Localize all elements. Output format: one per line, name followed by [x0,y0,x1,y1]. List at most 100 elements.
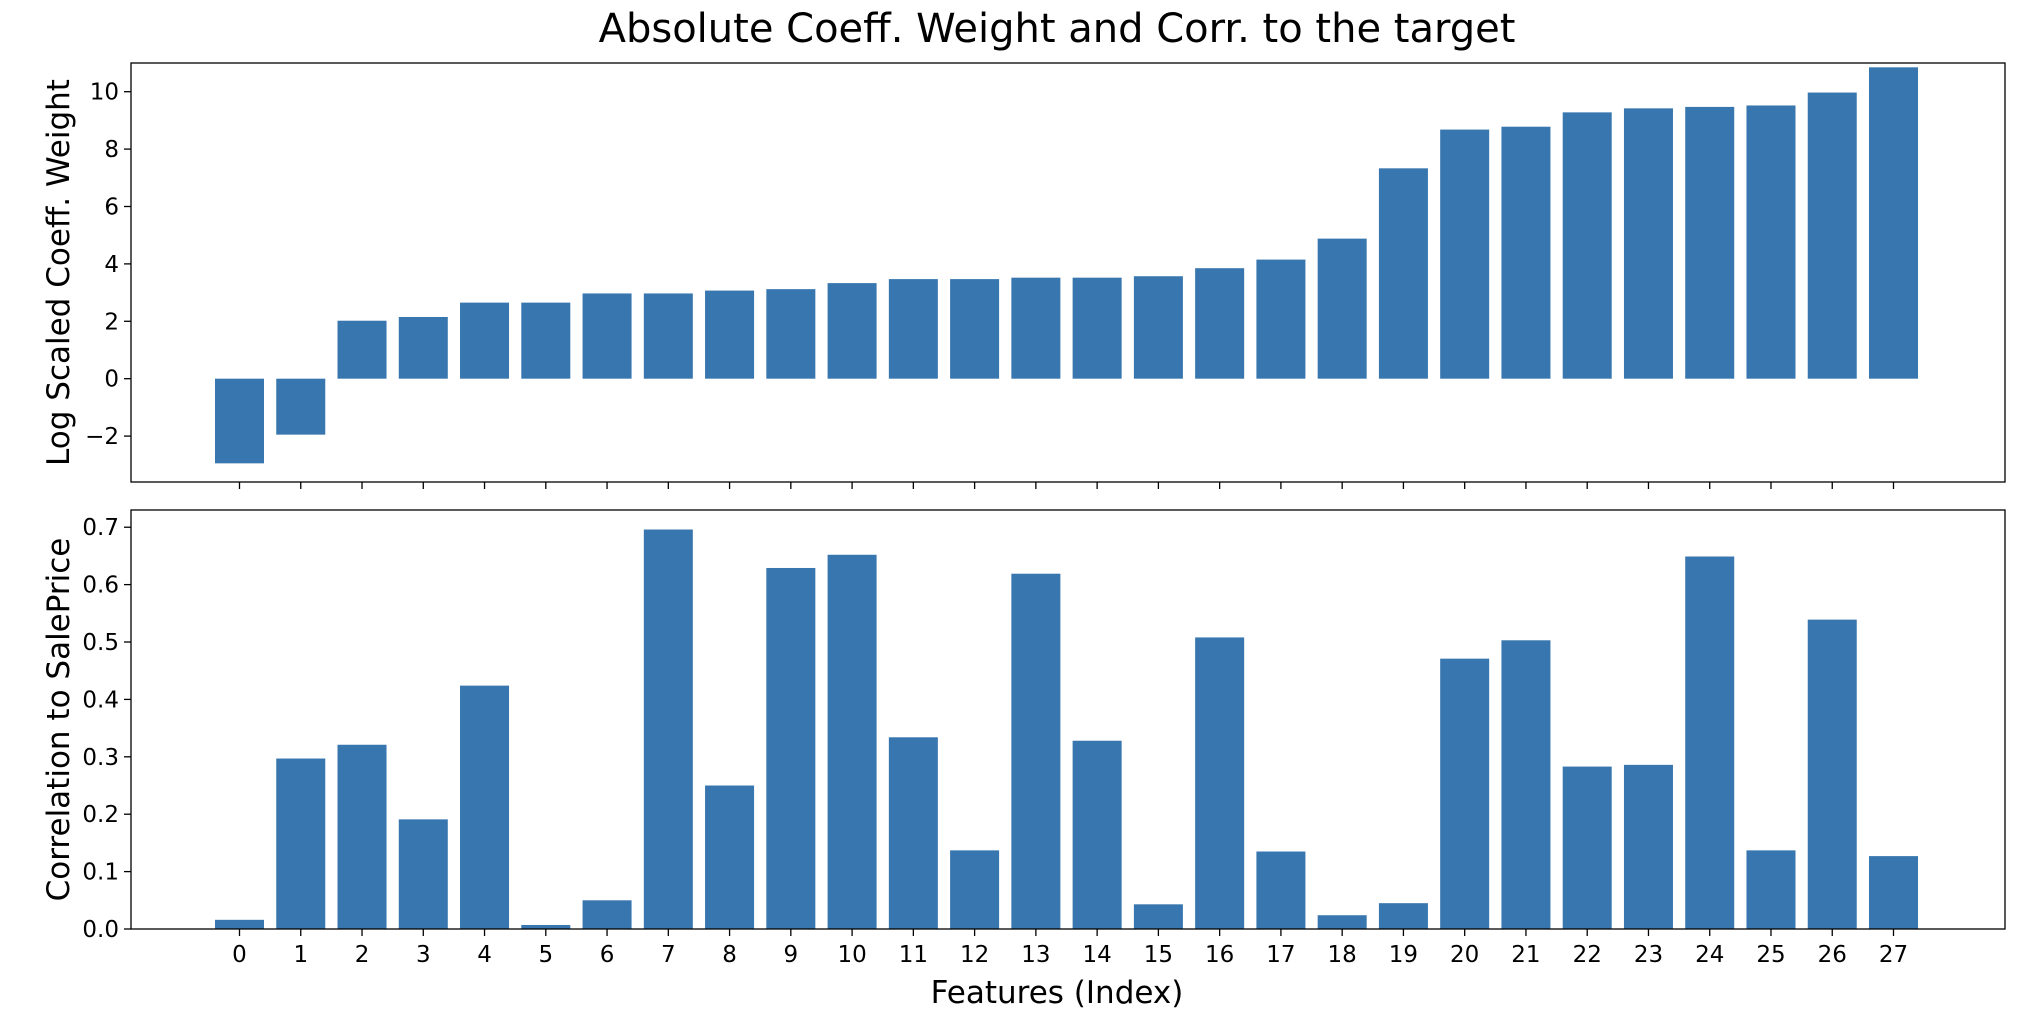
y-tick-label: 0.2 [82,802,119,828]
bar-10 [827,554,877,929]
coeff-weight-panel: −2 0 2 4 6 8 10 Log Scaled Coeff. Weight [41,62,2006,489]
bar-1 [276,378,326,435]
bar-3 [398,316,448,379]
y-tick-label: 0.1 [82,860,119,886]
x-tick-label: 1 [293,942,308,968]
y-tick-label: −2 [85,424,119,450]
bar-0 [214,919,265,929]
x-tick-label: 16 [1205,942,1234,968]
bar-22 [1562,112,1612,379]
bar-18 [1317,915,1367,929]
chart-title: Absolute Coeff. Weight and Corr. to the … [599,6,1516,52]
bar-6 [582,900,632,929]
x-tick-label: 3 [416,942,431,968]
y-tick-label: 0 [104,367,119,393]
bar-27 [1868,856,1919,929]
x-tick-label: 0 [232,942,247,968]
bar-19 [1378,903,1428,929]
bar-23 [1623,108,1673,379]
bar-9 [766,289,816,379]
x-tick-label: 5 [538,942,553,968]
bar-3 [398,819,448,929]
bar-14 [1072,277,1122,379]
bar-2 [337,744,387,929]
bar-12 [950,279,1000,379]
bar-8 [705,290,755,379]
y-tick-label: 2 [104,309,119,335]
x-tick-label: 27 [1879,942,1908,968]
x-tick-label: 11 [899,942,928,968]
bar-24 [1685,556,1735,929]
bar-21 [1501,126,1551,379]
bar-7 [643,293,693,379]
bar-0 [214,378,265,464]
bar-26 [1807,619,1857,929]
x-tick-label: 18 [1328,942,1357,968]
bar-9 [766,567,816,929]
bar-11 [888,279,938,379]
x-tick-label: 22 [1573,942,1602,968]
y-tick-label: 10 [90,80,119,106]
x-tick-label: 15 [1144,942,1173,968]
bar-13 [1011,573,1061,929]
bar-24 [1685,106,1735,379]
y-tick-label: 6 [104,194,119,220]
x-tick-label: 13 [1021,942,1050,968]
y-tick-label: 0.6 [82,573,119,599]
bar-15 [1133,904,1183,929]
x-tick-label: 6 [600,942,615,968]
x-tick-label: 14 [1082,942,1111,968]
bar-7 [643,529,693,929]
bar-17 [1256,851,1306,929]
x-tick-label: 9 [784,942,799,968]
y-tick-label: 0.7 [82,515,119,541]
x-tick-label: 7 [661,942,676,968]
x-tick-label: 17 [1266,942,1295,968]
y-tick-label: 0.3 [82,745,119,771]
bar-25 [1746,105,1796,379]
x-tick-label: 2 [355,942,370,968]
bar-19 [1378,168,1428,379]
bar-15 [1133,276,1183,379]
bar-23 [1623,764,1673,929]
x-axis-label: Features (Index) [931,975,1184,1010]
bar-25 [1746,850,1796,929]
axes-frame [130,509,2006,930]
bar-4 [460,685,510,929]
bar-1 [276,758,326,929]
x-tick-label: 12 [960,942,989,968]
bar-17 [1256,259,1306,379]
y-tick-label: 4 [104,252,119,278]
bar-18 [1317,238,1367,379]
bar-20 [1440,658,1490,929]
bar-4 [460,302,510,379]
bar-5 [521,924,571,929]
y-tick-label: 0.4 [82,687,119,713]
x-tick-label: 20 [1450,942,1479,968]
bar-5 [521,302,571,379]
x-tick-label: 23 [1634,942,1663,968]
x-tick-label: 21 [1511,942,1540,968]
bar-8 [705,785,755,929]
bar-27 [1868,67,1919,379]
x-tick-label: 24 [1695,942,1724,968]
bar-12 [950,850,1000,929]
x-tick-label: 10 [837,942,866,968]
bar-22 [1562,766,1612,929]
axes-frame [130,62,2006,483]
x-tick-label: 4 [477,942,492,968]
y-tick-label: 0.5 [82,630,119,656]
bar-6 [582,293,632,379]
bar-16 [1195,637,1245,929]
bar-2 [337,320,387,379]
bar-20 [1440,129,1490,379]
bar-13 [1011,277,1061,379]
bar-26 [1807,92,1857,379]
bar-11 [888,737,938,929]
bar-14 [1072,740,1122,929]
x-tick-label: 8 [722,942,737,968]
x-tick-label: 19 [1389,942,1418,968]
y-axis-label: Correlation to SalePrice [41,538,77,902]
bar-16 [1195,268,1245,379]
